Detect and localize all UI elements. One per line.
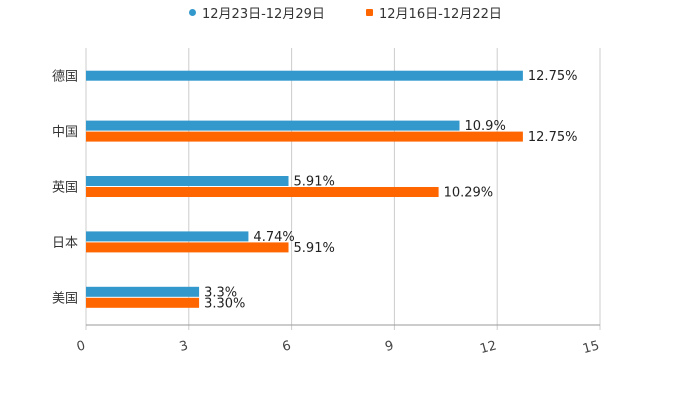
data-label-series-2-4: 3.30%: [204, 296, 245, 311]
chart-legend: 12月23日-12月29日 12月16日-12月22日: [0, 3, 700, 23]
bar-series-2-3: [86, 242, 289, 253]
bar-series-2-4: [86, 297, 200, 308]
bar-series-1-3: [86, 231, 249, 242]
x-tick-label-0: 0: [75, 338, 87, 355]
y-category-label-4: 美国: [52, 291, 78, 306]
legend-item-series-1[interactable]: 12月23日-12月29日: [189, 3, 325, 22]
bar-series-2-2: [86, 187, 439, 197]
legend-marker-series-2: [366, 9, 373, 16]
x-tick-label-4: 12: [478, 338, 498, 357]
data-label-series-1-0: 12.75%: [528, 69, 578, 84]
y-category-label-0: 德国: [52, 70, 78, 85]
y-category-label-3: 日本: [52, 236, 78, 251]
legend-label-series-1: 12月23日-12月29日: [202, 7, 325, 22]
legend-item-series-2[interactable]: 12月16日-12月22日: [366, 3, 502, 22]
legend-label-series-2: 12月16日-12月22日: [379, 7, 502, 22]
data-label-series-2-1: 12.75%: [528, 130, 578, 145]
y-category-label-2: 英国: [52, 181, 78, 196]
x-tick-label-2: 6: [281, 338, 293, 355]
data-label-series-1-2: 5.91%: [294, 175, 335, 190]
bar-series-1-4: [86, 286, 200, 297]
legend-marker-series-1: [189, 9, 196, 16]
bar-series-2-1: [86, 131, 523, 142]
data-label-series-1-1: 10.9%: [465, 119, 506, 134]
x-tick-label-3: 9: [384, 338, 396, 355]
data-label-series-2-3: 5.91%: [294, 241, 335, 256]
data-label-series-1-4: 3.3%: [204, 285, 237, 300]
data-label-series-2-2: 10.29%: [444, 186, 494, 201]
bar-series-1-2: [86, 176, 289, 186]
x-tick-label-5: 15: [581, 338, 601, 357]
data-label-series-1-3: 4.74%: [253, 230, 294, 245]
bar-series-1-1: [86, 120, 460, 131]
bar-series-1-0: [86, 70, 523, 81]
x-tick-label-1: 3: [178, 338, 190, 355]
y-category-label-1: 中国: [52, 125, 78, 140]
